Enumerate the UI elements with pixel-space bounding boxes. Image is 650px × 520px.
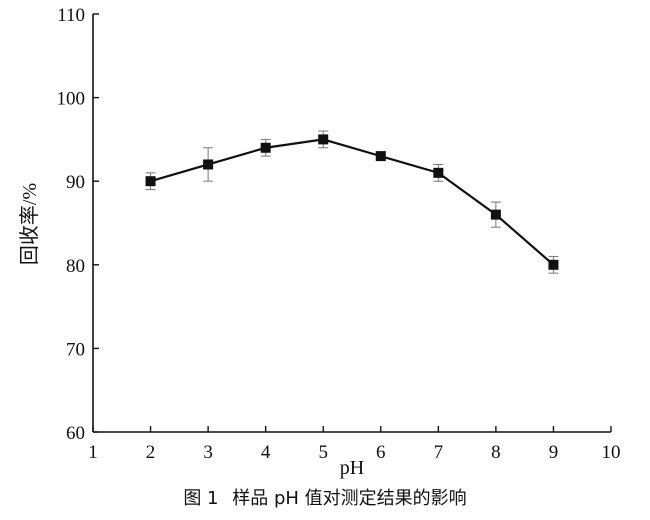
x-tick-label: 1 [88,442,98,463]
error-bars [145,130,559,274]
series-line [150,138,555,266]
y-tick-label: 110 [57,5,85,26]
x-tick-label: 6 [376,442,386,463]
x-axis-title: pH [340,457,364,479]
x-tick-label: 4 [261,442,271,463]
y-axis-title: 回收率/% [18,183,41,265]
x-tick-label: 3 [203,442,213,463]
x-tick-label: 10 [602,442,621,463]
markers [145,134,559,270]
data-point [548,259,559,270]
axes: 1 2 3 4 5 6 7 8 9 10 60 70 80 90 100 110 [57,5,621,463]
y-tick-label: 60 [66,423,85,444]
data-point [433,167,444,178]
x-tick-label: 9 [549,442,559,463]
figure-label: 图 1 [183,488,219,509]
data-point [375,151,386,162]
data-line [150,138,555,266]
data-point [145,176,156,187]
data-point [260,142,271,153]
data-point [490,209,501,220]
figure-caption-text: 样品 pH 值对测定结果的影响 [232,488,467,509]
figure-caption: 图 1 样品 pH 值对测定结果的影响 [0,484,650,510]
y-tick-label: 100 [57,89,86,110]
x-tick-label: 5 [318,442,328,463]
x-tick-label: 7 [434,442,444,463]
data-point [318,134,329,145]
x-tick-label: 8 [491,442,501,463]
data-point [203,159,214,170]
x-tick-label: 2 [146,442,156,463]
y-tick-label: 70 [66,339,85,360]
y-tick-label: 90 [66,172,85,193]
y-tick-label: 80 [66,256,85,277]
